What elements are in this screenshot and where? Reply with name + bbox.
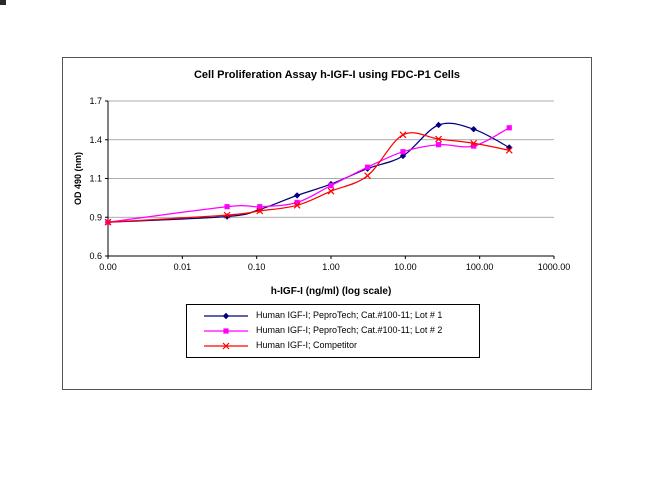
svg-text:10.00: 10.00 [394,262,417,272]
svg-text:0.6: 0.6 [89,251,102,261]
chart-title: Cell Proliferation Assay h-IGF-I using F… [193,69,461,81]
svg-text:1000.00: 1000.00 [538,262,571,272]
legend-label: Human IGF-I; PeproTech; Cat.#100-11; Lot… [256,325,443,335]
legend-label: Human IGF-I; PeproTech; Cat.#100-11; Lot… [256,310,443,320]
legend-item: Human IGF-I; Competitor [187,338,479,353]
svg-text:1.4: 1.4 [89,135,102,145]
svg-text:1.1: 1.1 [89,174,102,184]
scan-corner-mark [0,0,6,5]
legend-item: Human IGF-I; PeproTech; Cat.#100-11; Lot… [187,323,479,338]
svg-text:1.7: 1.7 [89,96,102,106]
chart-frame: Cell Proliferation Assay h-IGF-I using F… [62,57,592,390]
square-marker-icon [204,327,248,334]
svg-text:0.10: 0.10 [248,262,266,272]
svg-text:100.00: 100.00 [466,262,494,272]
legend-label: Human IGF-I; Competitor [256,340,358,350]
svg-text:0.01: 0.01 [174,262,192,272]
x-marker-icon [204,342,248,349]
legend-item: Human IGF-I; PeproTech; Cat.#100-11; Lot… [187,308,479,323]
diamond-marker-icon [204,312,248,319]
legend: Human IGF-I; PeproTech; Cat.#100-11; Lot… [186,304,480,358]
svg-text:0.00: 0.00 [99,262,117,272]
plot-area: 0.6 0.9 1.1 1.4 1.7 0.00 0.01 0.10 1.00 10.00 100.… [89,96,571,272]
x-axis-title: h-IGF-I (ng/ml) (log scale) [270,286,392,297]
svg-text:1.00: 1.00 [322,262,340,272]
svg-text:0.9: 0.9 [89,212,102,222]
